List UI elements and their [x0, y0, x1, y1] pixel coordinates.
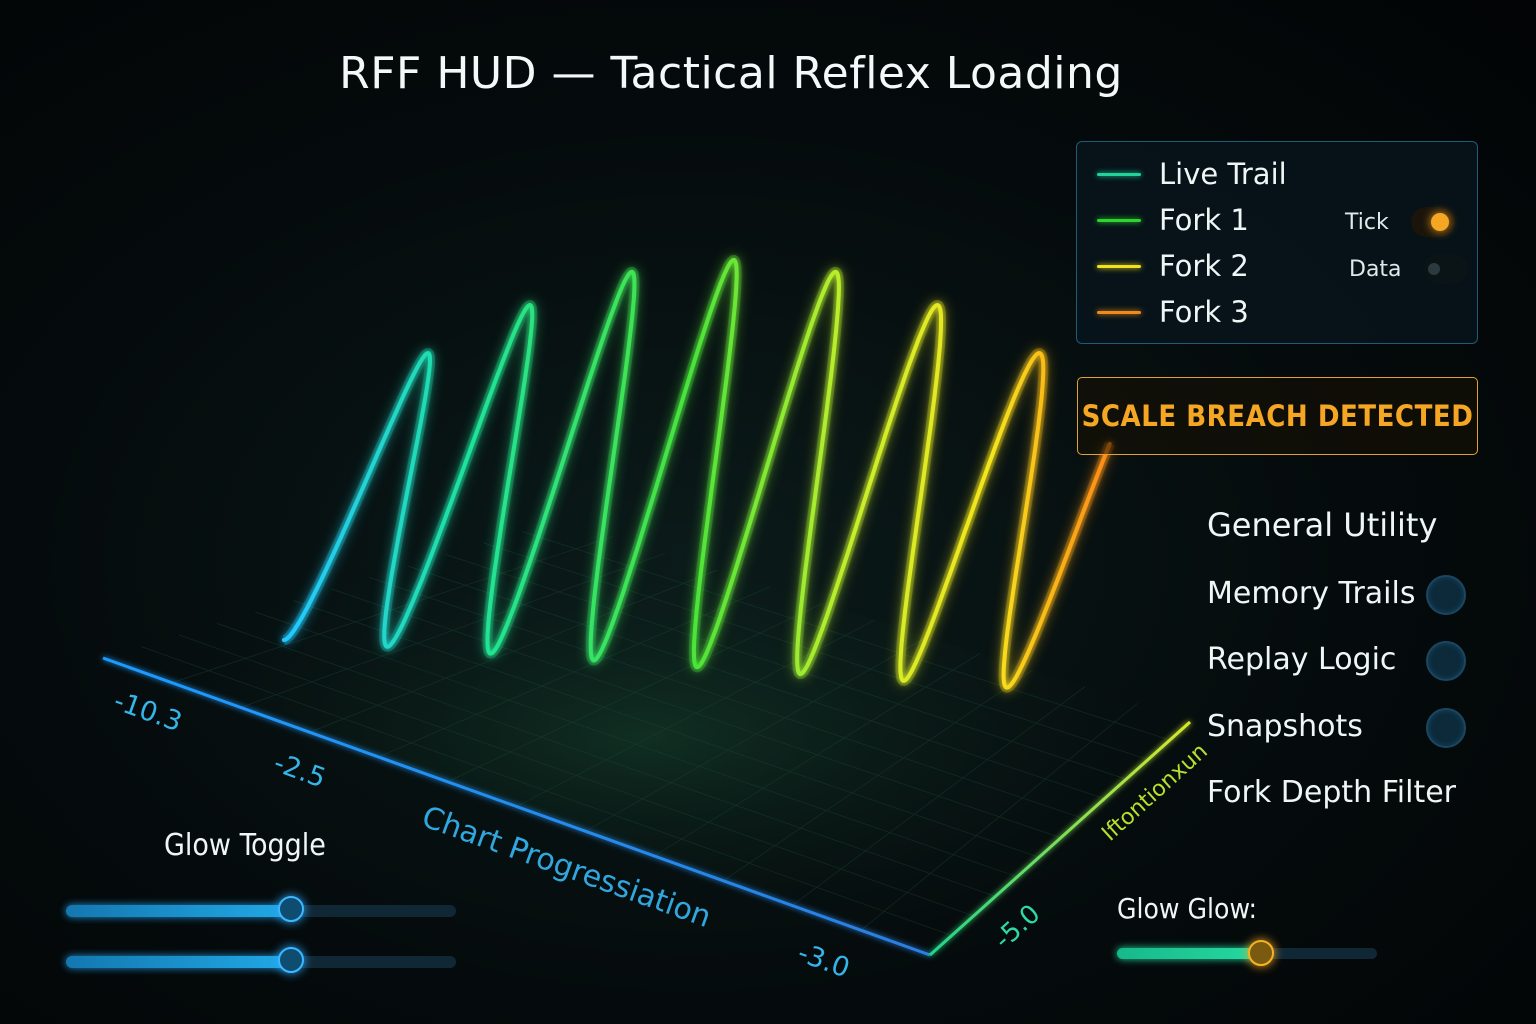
z-tick-label: -5.0 — [989, 899, 1047, 955]
tick-toggle[interactable]: Tick — [1345, 207, 1455, 237]
slider-fill — [66, 956, 291, 968]
grid-line — [791, 686, 1086, 906]
grid-line — [179, 634, 974, 917]
tick-toggle-switch[interactable] — [1410, 207, 1455, 237]
floor-grid — [140, 531, 1169, 936]
grid-line — [171, 536, 613, 684]
fork-depth-filter-label: Fork Depth Filter — [1207, 775, 1456, 810]
page-title: RFF HUD — Tactical Reflex Loading — [339, 48, 1123, 99]
memory-trails-toggle[interactable] — [1426, 575, 1466, 615]
data-toggle-switch[interactable] — [1423, 254, 1468, 284]
legend-label: Fork 1 — [1159, 203, 1249, 237]
grid-line — [723, 669, 1033, 882]
floor-plane — [103, 520, 1190, 955]
scale-breach-alert: SCALE BREACH DETECTED — [1077, 377, 1478, 455]
memory-trails-label: Memory Trails — [1207, 576, 1416, 611]
z-axis-line — [928, 720, 1192, 957]
replay-logic-toggle[interactable] — [1426, 641, 1466, 681]
slider-thumb[interactable] — [1248, 940, 1274, 966]
x-axis-line — [102, 656, 931, 957]
grid-line — [860, 703, 1138, 931]
grid-line — [654, 653, 981, 857]
legend-swatch — [1097, 310, 1141, 314]
legend-swatch — [1097, 172, 1141, 176]
snapshots-label: Snapshots — [1207, 709, 1363, 744]
toggle-knob — [1427, 263, 1440, 275]
slider-thumb[interactable] — [278, 947, 304, 973]
grid-line — [309, 569, 718, 733]
slider-fill — [66, 905, 291, 917]
helix-trail — [282, 257, 1112, 690]
legend-label: Fork 2 — [1159, 249, 1249, 283]
glow-glow-slider[interactable] — [1117, 940, 1377, 966]
legend-label: Live Trail — [1159, 157, 1287, 191]
glow-slider-2[interactable] — [66, 947, 456, 973]
grid-line — [447, 603, 823, 783]
data-toggle-label: Data — [1349, 256, 1402, 282]
glow-slider-1[interactable] — [66, 896, 456, 922]
legend-swatch — [1097, 218, 1141, 222]
grid-line — [217, 623, 996, 897]
legend-item-fork-2[interactable]: Fork 2 — [1097, 249, 1249, 283]
x-tick-label: -10.3 — [110, 685, 186, 738]
x-tick-label: -2.5 — [270, 747, 330, 794]
legend-item-fork-3[interactable]: Fork 3 — [1097, 295, 1249, 329]
legend-panel: Live Trail Fork 1 Fork 2 Fork 3 Tick Dat… — [1076, 141, 1478, 344]
grid-line — [331, 588, 1061, 838]
grid-line — [255, 611, 1017, 877]
legend-item-live-trail[interactable]: Live Trail — [1097, 157, 1287, 191]
slider-fill — [1117, 948, 1262, 959]
grid-line — [585, 636, 928, 832]
grid-line — [407, 565, 1104, 799]
grid-line — [445, 554, 1126, 780]
x-tick-label: -3.0 — [794, 937, 854, 984]
data-toggle[interactable]: Data — [1349, 254, 1468, 284]
slider-thumb[interactable] — [278, 896, 304, 922]
legend-item-fork-1[interactable]: Fork 1 — [1097, 203, 1249, 237]
tick-toggle-label: Tick — [1345, 209, 1389, 235]
replay-logic-label: Replay Logic — [1207, 642, 1397, 677]
glow-glow-label: Glow Glow: — [1117, 892, 1258, 925]
legend-label: Fork 3 — [1159, 295, 1249, 329]
general-utility-heading: General Utility — [1207, 506, 1438, 544]
grid-line — [293, 600, 1039, 858]
legend-swatch — [1097, 264, 1141, 268]
grid-line — [378, 586, 771, 758]
toggle-knob — [1430, 213, 1449, 231]
grid-line — [140, 646, 952, 936]
snapshots-toggle[interactable] — [1426, 708, 1466, 748]
glow-toggle-label: Glow Toggle — [164, 828, 326, 863]
